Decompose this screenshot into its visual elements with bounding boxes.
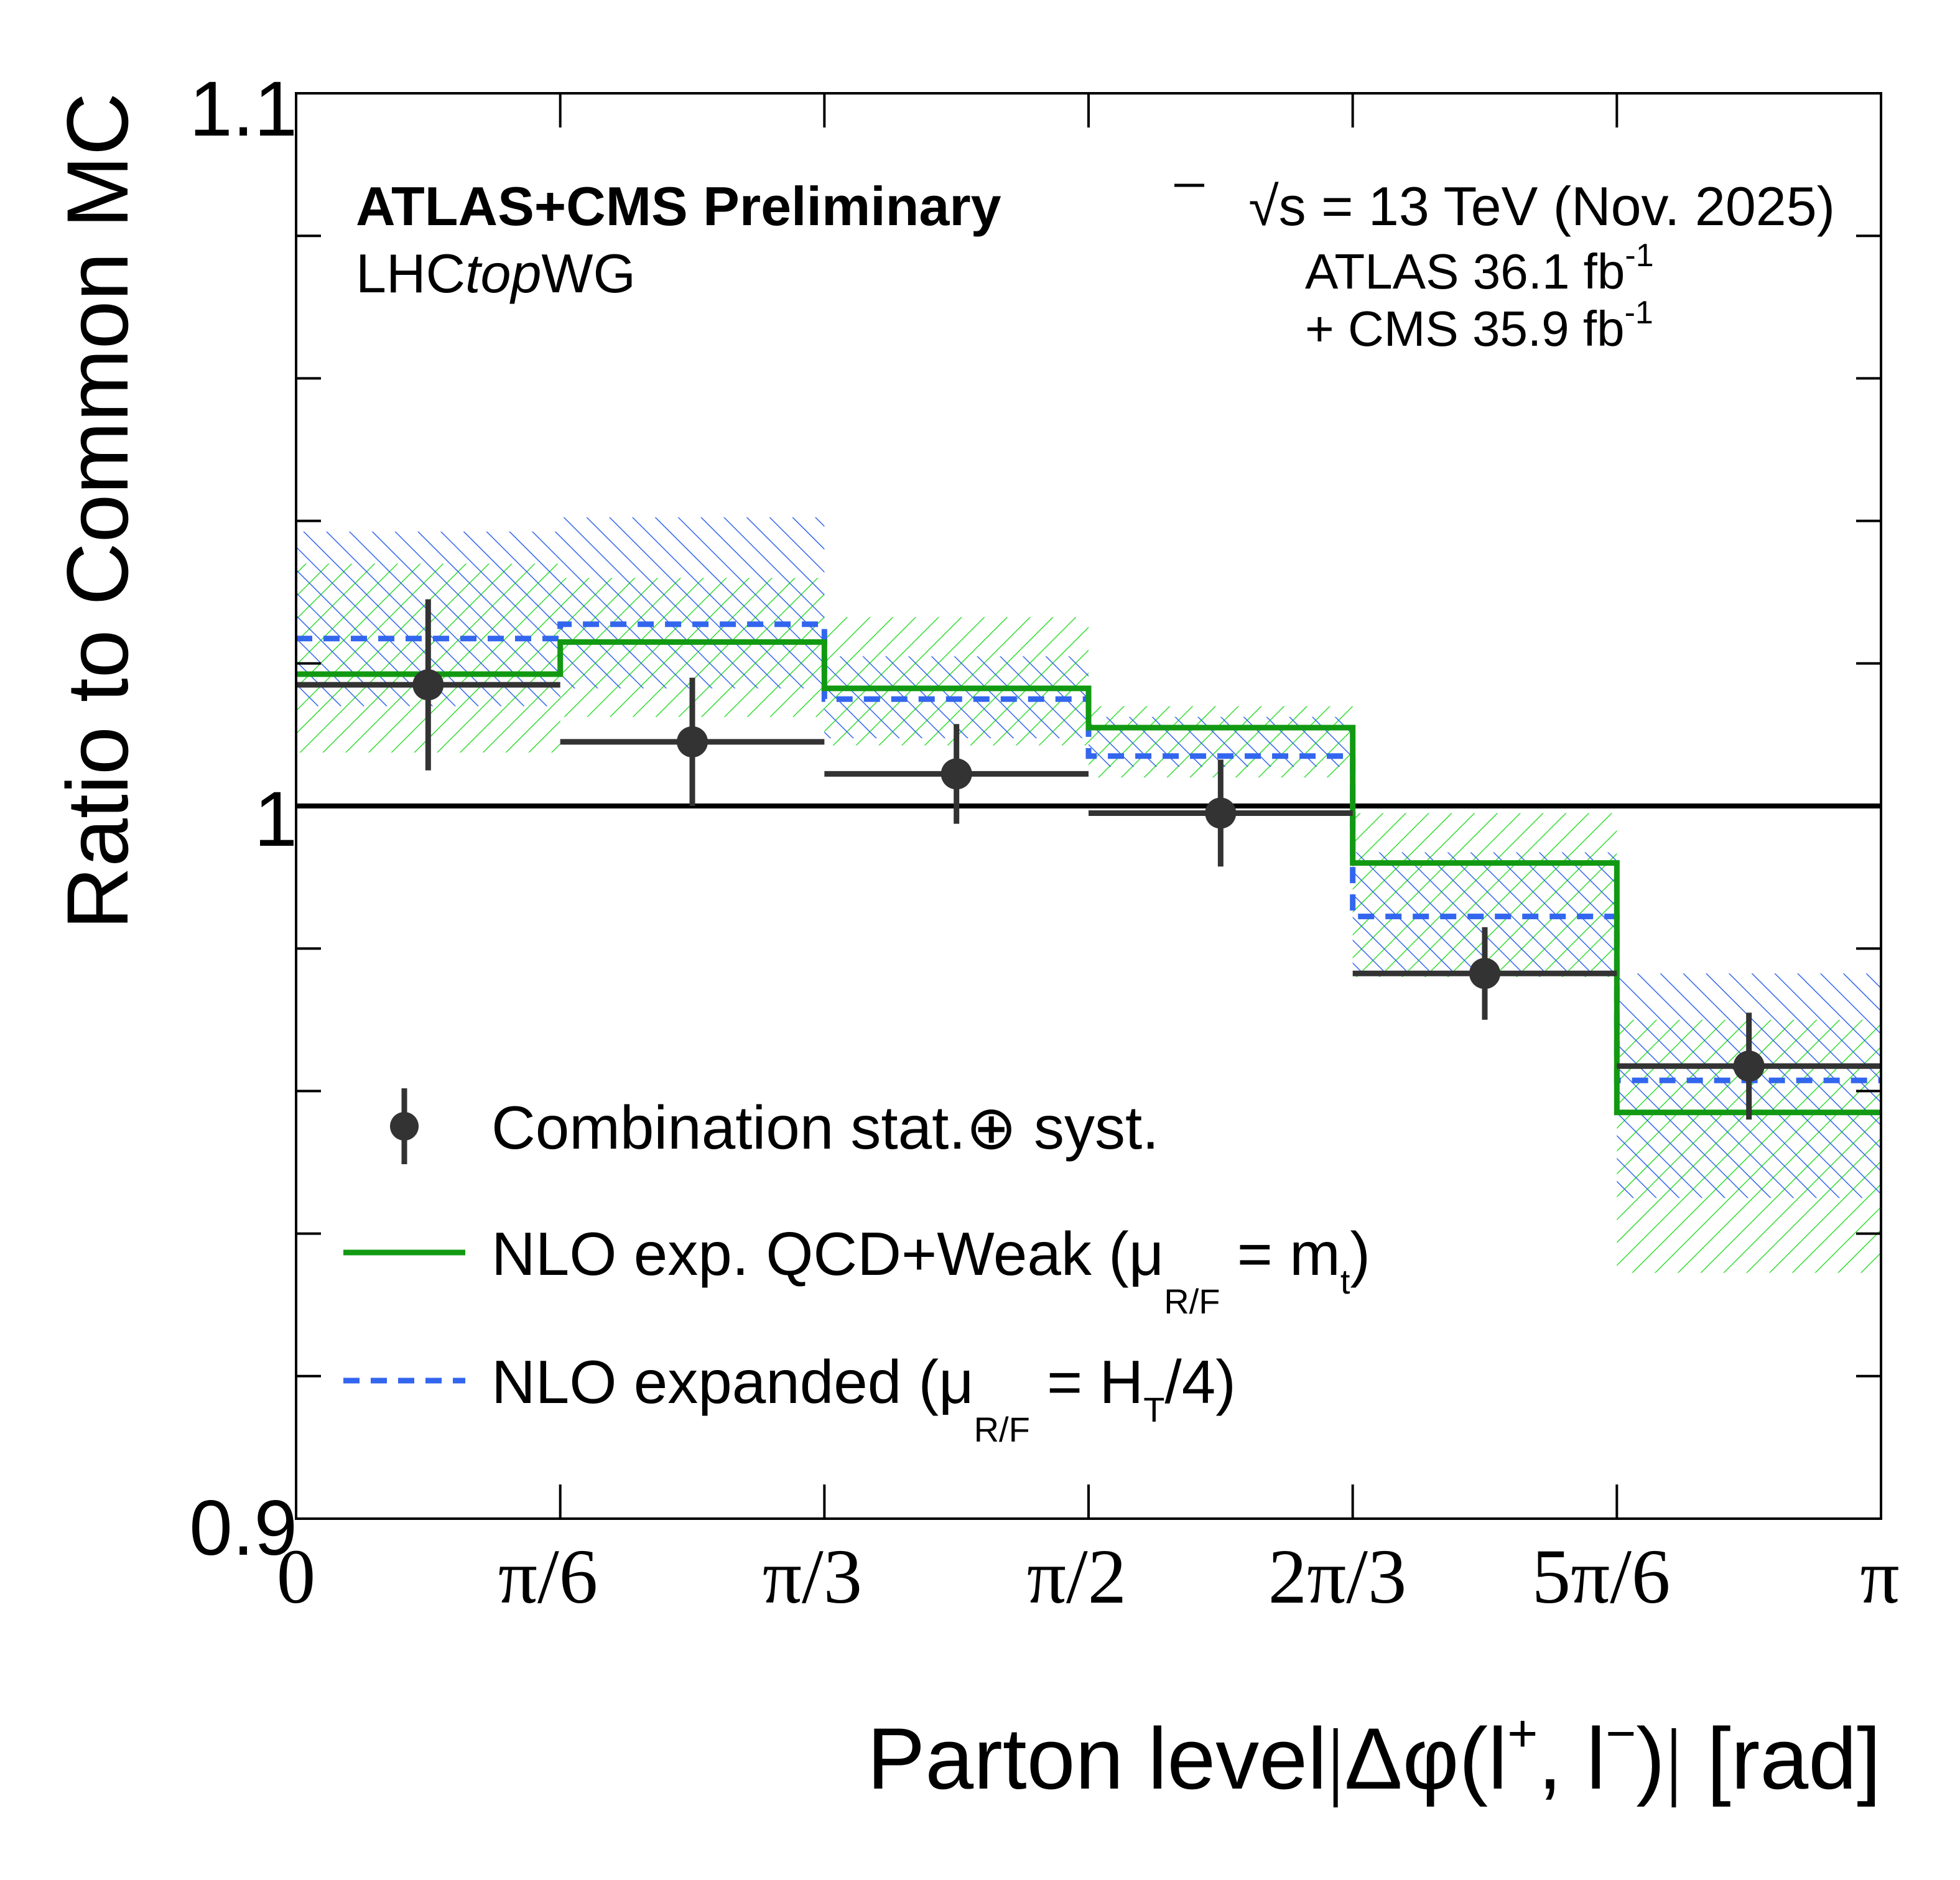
x-tick-label-0: 0 xyxy=(277,1534,316,1620)
experiment-label: ATLAS+CMS Preliminary xyxy=(356,175,1001,237)
data-point-marker xyxy=(1733,1050,1765,1082)
legend: Combination stat.⊕ syst. NLO exp. QCD+We… xyxy=(343,1088,1370,1449)
legend-label-combination: Combination stat.⊕ syst. xyxy=(491,1093,1159,1162)
energy-label: √s = 13 TeV (Nov. 2025) xyxy=(1248,175,1835,237)
data-point-marker xyxy=(412,669,444,701)
y-tick-label-bottom: 0.9 xyxy=(189,1485,297,1572)
x-tick-label-pi6: π/6 xyxy=(498,1534,598,1620)
x-axis-label: Parton level|Δφ(l+, l−)| [rad] xyxy=(867,1704,1881,1808)
lumi-cms-label: + CMS 35.9 fb-1 xyxy=(1305,295,1653,356)
data-point-marker xyxy=(677,726,708,757)
x-tick-label-pi3: π/3 xyxy=(763,1534,862,1620)
axis-ticks xyxy=(296,93,1881,1519)
data-point-marker xyxy=(941,758,972,790)
nlo-qcd-weak-step-line xyxy=(296,639,1882,1116)
legend-label-nlo-expanded: NLO expanded (μR/F = HT/4) xyxy=(491,1348,1236,1449)
x-tick-label-5pi6: 5π/6 xyxy=(1532,1534,1671,1620)
data-point-marker xyxy=(1205,797,1237,829)
group-label: LHCtopWG xyxy=(356,243,636,304)
blue-band-bin xyxy=(560,517,825,688)
lumi-atlas-label: ATLAS 36.1 fb-1 xyxy=(1305,238,1654,299)
y-tick-label-top: 1.1 xyxy=(189,66,297,152)
x-tick-label-pi2: π/2 xyxy=(1027,1534,1126,1620)
legend-marker-data xyxy=(390,1112,419,1141)
x-tick-label-2pi3: 2π/3 xyxy=(1268,1534,1407,1620)
y-tick-label-mid: 1 xyxy=(254,776,297,863)
combination-data-points xyxy=(296,599,1882,1120)
blue-band-bin xyxy=(1089,716,1353,767)
legend-label-nlo-qcd-weak: NLO exp. QCD+Weak (μR/F = mt) xyxy=(491,1220,1370,1321)
data-point-marker xyxy=(1469,958,1501,989)
x-tick-label-pi: π xyxy=(1860,1534,1899,1620)
y-axis-label: Ratio to Common MC xyxy=(49,93,146,930)
nlo-qcd-weak-step-path xyxy=(296,639,1882,1116)
